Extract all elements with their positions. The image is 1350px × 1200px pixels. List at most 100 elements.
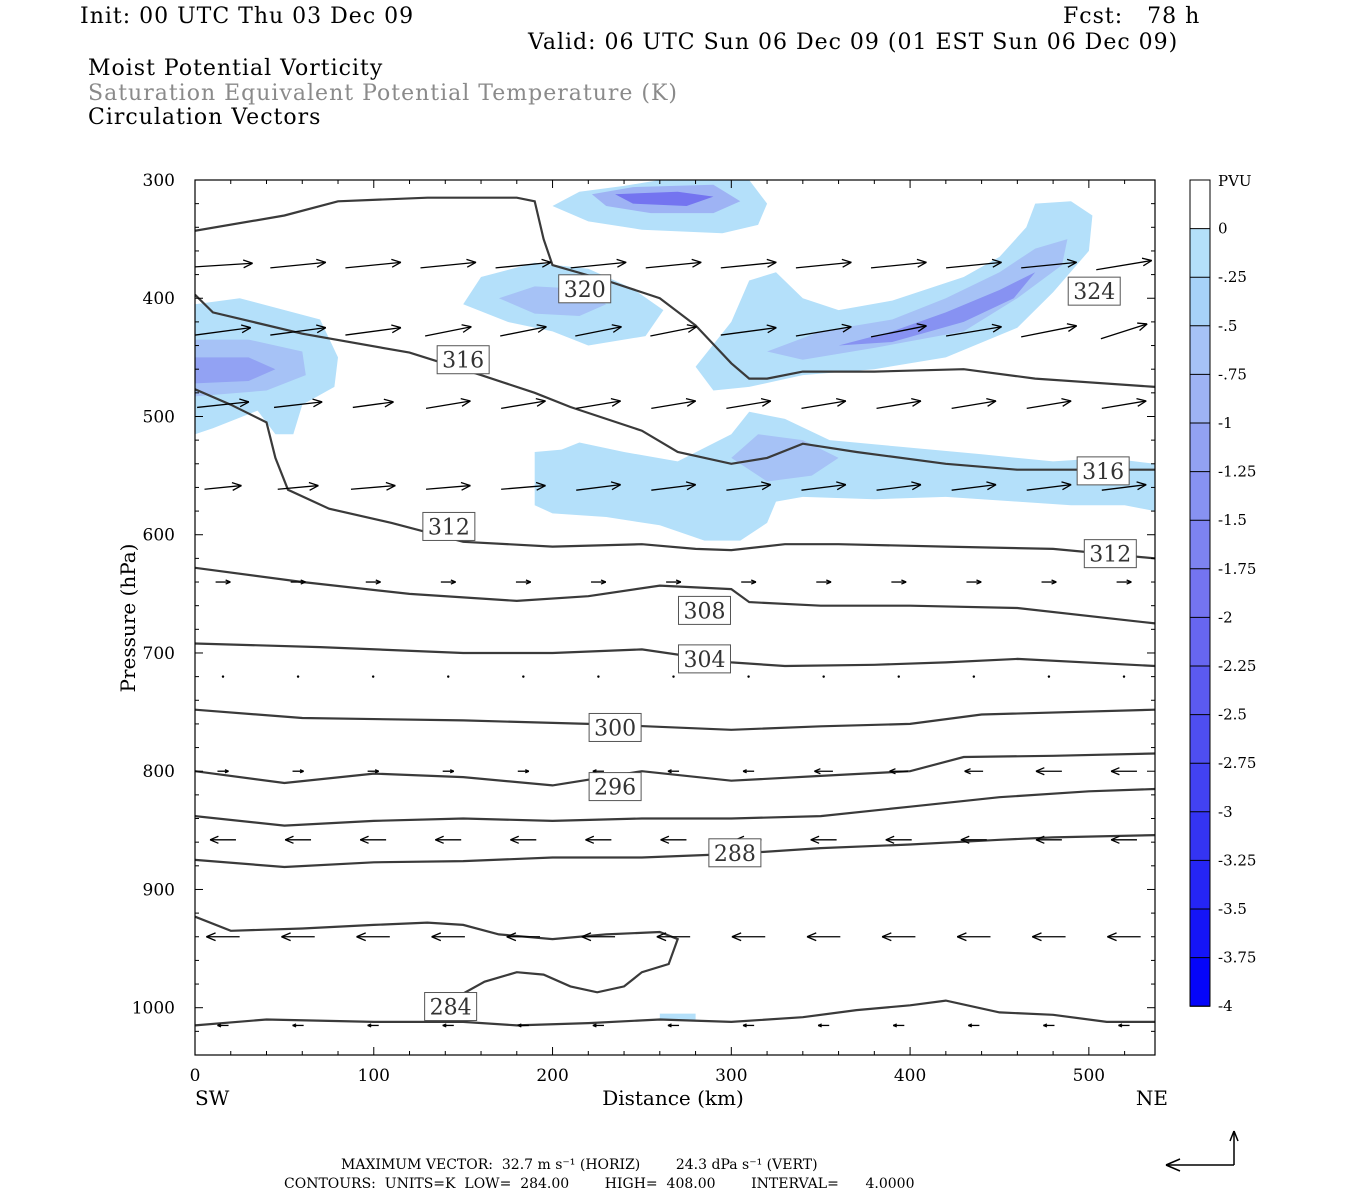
x-tick-label: 200	[536, 1066, 568, 1086]
circulation-vector	[273, 398, 323, 409]
circulation-vector	[870, 323, 927, 338]
theta-contour-8	[195, 834, 1155, 869]
circulation-vector	[506, 932, 540, 942]
colorbar-swatch	[1190, 666, 1210, 715]
circulation-vector	[1026, 398, 1072, 410]
colorbar-label: -3.75	[1218, 949, 1256, 967]
circulation-vector	[435, 835, 462, 844]
circulation-vector	[1118, 1023, 1130, 1028]
colorbar-label: -.75	[1218, 365, 1247, 383]
x-tick-label: 400	[894, 1066, 926, 1086]
circulation-vector	[206, 932, 240, 942]
circulation-vector	[204, 482, 242, 491]
contour-label: 296	[588, 772, 642, 802]
colorbar-label: -1	[1218, 414, 1233, 432]
circulation-vector	[801, 481, 847, 491]
circulation-vector	[726, 481, 772, 491]
circulation-vector	[215, 579, 231, 585]
svg-text:312: 312	[1089, 543, 1131, 568]
pv-region-9	[767, 239, 1068, 360]
circulation-vector	[576, 398, 621, 410]
circulation-vector	[277, 481, 319, 491]
circulation-vector	[371, 675, 375, 678]
circulation-vector	[1043, 1023, 1055, 1028]
max-vector-note: MAXIMUM VECTOR: 32.7 m s⁻¹ (HORIZ) 24.3 …	[341, 1157, 818, 1173]
circulation-vector	[195, 324, 252, 336]
colorbar-swatch	[1190, 180, 1210, 229]
circulation-vector	[425, 398, 471, 410]
init-time: Init: 00 UTC Thu 03 Dec 09	[80, 4, 415, 29]
circulation-vector	[667, 1023, 680, 1028]
colorbar-label: -3.5	[1218, 900, 1247, 918]
theta-contour-9	[195, 915, 680, 1003]
circulation-vector	[741, 579, 757, 585]
circulation-vector	[1100, 322, 1148, 340]
circulation-vector	[270, 324, 327, 336]
colorbar-label: -2.25	[1218, 657, 1256, 675]
circulation-vector	[591, 579, 607, 585]
circulation-vector	[1107, 932, 1141, 942]
circulation-vector	[960, 835, 987, 844]
x-right-label: NE	[1136, 1086, 1168, 1110]
contour-info-note: CONTOURS: UNITS=K LOW= 284.00 HIGH= 408.…	[284, 1176, 915, 1192]
valid-time: Valid: 06 UTC Sun 06 Dec 09 (01 EST Sun …	[528, 30, 1179, 55]
colorbar-swatch	[1190, 763, 1210, 812]
circulation-vector	[195, 259, 253, 269]
circulation-vector	[367, 1023, 379, 1028]
x-tick-label: 100	[358, 1066, 390, 1086]
theta-contour-4	[195, 642, 1155, 668]
circulation-vector	[1177, 1024, 1188, 1027]
circulation-vector	[575, 324, 622, 337]
circulation-vector	[1021, 258, 1077, 269]
colorbar-swatch	[1190, 811, 1210, 861]
circulation-vector	[1021, 323, 1078, 338]
circulation-vector	[876, 398, 922, 410]
circulation-vector	[795, 323, 852, 337]
circulation-vector	[951, 481, 997, 491]
colorbar-swatch	[1190, 957, 1210, 1007]
x-tick-label: 300	[715, 1066, 747, 1086]
y-axis-label: Pressure (hPa)	[116, 544, 140, 693]
circulation-vector	[1026, 481, 1072, 491]
colorbar-swatch	[1190, 374, 1210, 423]
colorbar-label: -3.25	[1218, 851, 1256, 869]
contour-label-layer: 320 316 324 316 312 312 308 304 300 296 288 284	[422, 274, 1137, 1022]
circulation-vector	[345, 324, 402, 336]
field-title-vectors: Circulation Vectors	[88, 105, 322, 130]
circulation-vector	[885, 835, 912, 844]
field-title-pv: Moist Potential Vorticity	[88, 56, 384, 81]
circulation-vector	[801, 398, 847, 410]
x-axis-label: Distance (km)	[602, 1086, 744, 1110]
circulation-vector	[1047, 675, 1051, 678]
colorbar-swatch	[1190, 325, 1210, 375]
circulation-vector	[1035, 767, 1062, 776]
x-tick-label: 0	[190, 1066, 201, 1086]
theta-contour-10	[195, 999, 1155, 1027]
circulation-vector	[720, 324, 777, 336]
circulation-vector	[585, 835, 612, 844]
y-tick-label: 900	[143, 880, 175, 900]
circulation-vector	[810, 835, 837, 844]
pv-region-11	[534, 411, 1155, 541]
circulation-vector	[968, 1023, 980, 1028]
circulation-vector	[1122, 675, 1126, 678]
circulation-vector	[945, 323, 1002, 337]
circulation-vector	[352, 398, 394, 409]
contour-label: 316	[1076, 456, 1130, 486]
circulation-vector	[1035, 835, 1062, 844]
y-tick-label: 300	[143, 171, 175, 191]
circulation-vector	[576, 481, 621, 491]
circulation-vector	[964, 768, 984, 775]
circulation-vector	[892, 1023, 905, 1028]
pv-region-13	[659, 1013, 696, 1020]
colorbar-swatch	[1190, 568, 1210, 618]
circulation-vector	[816, 579, 832, 585]
circulation-vector	[515, 579, 531, 585]
colorbar-label: -1.25	[1218, 463, 1256, 481]
circulation-vector	[876, 481, 922, 491]
circulation-vector	[1116, 579, 1132, 585]
circulation-vector	[897, 675, 900, 678]
contour-label: 312	[422, 511, 476, 541]
circulation-vector	[1176, 580, 1191, 584]
